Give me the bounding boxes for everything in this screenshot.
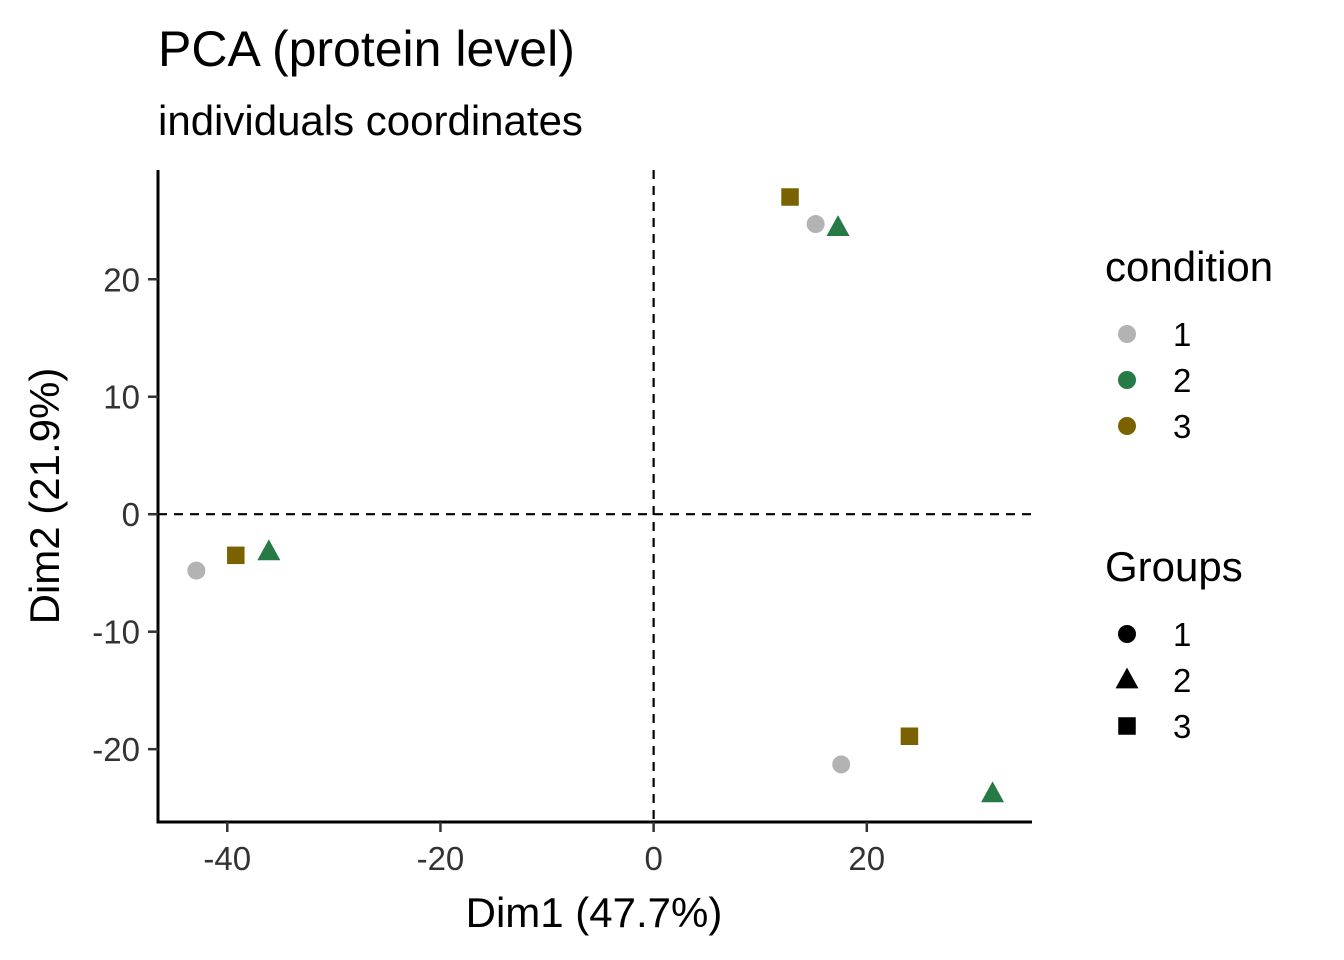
x-tick-label: 0 bbox=[644, 840, 662, 877]
legend-key bbox=[1118, 625, 1136, 643]
legend-label: 2 bbox=[1173, 662, 1191, 699]
legend-condition: condition 1 2 3 bbox=[1105, 243, 1273, 445]
y-tick-label: 0 bbox=[122, 496, 140, 533]
chart-subtitle: individuals coordinates bbox=[158, 97, 583, 144]
y-tick-label: 20 bbox=[103, 261, 140, 298]
data-point bbox=[900, 727, 919, 745]
y-tick-label: -20 bbox=[92, 731, 140, 768]
legend-key bbox=[1118, 325, 1136, 343]
legend-label: 1 bbox=[1173, 616, 1191, 653]
y-axis-title: Dim2 (21.9%) bbox=[21, 368, 68, 625]
data-point bbox=[781, 188, 799, 206]
data-point bbox=[187, 561, 206, 580]
x-tick-label: -40 bbox=[203, 840, 251, 877]
legend-key bbox=[1115, 667, 1139, 689]
legend-title: condition bbox=[1105, 243, 1273, 290]
legend-label: 2 bbox=[1173, 362, 1191, 399]
legend-label: 3 bbox=[1173, 708, 1191, 745]
legends: condition 1 2 3 Groups 1 2 3 bbox=[1105, 243, 1273, 745]
y-tick-label: -10 bbox=[92, 614, 140, 651]
legend-key bbox=[1118, 717, 1136, 735]
x-tick-label: -20 bbox=[417, 840, 465, 877]
legend-label: 1 bbox=[1173, 316, 1191, 353]
data-point bbox=[806, 215, 825, 234]
data-point bbox=[981, 781, 1005, 803]
legend-key bbox=[1118, 417, 1136, 435]
chart-title: PCA (protein level) bbox=[158, 21, 575, 77]
data-point bbox=[826, 215, 850, 236]
legend-title: Groups bbox=[1105, 543, 1243, 590]
legend-key bbox=[1118, 371, 1136, 389]
data-point bbox=[832, 755, 851, 774]
plot-area: -40 -20 0 20 -20 -10 0 10 20 bbox=[92, 170, 1032, 877]
x-tick-label: 20 bbox=[848, 840, 885, 877]
data-point bbox=[227, 546, 245, 565]
y-tick-label: 10 bbox=[103, 379, 140, 416]
legend-groups: Groups 1 2 3 bbox=[1105, 543, 1243, 745]
data-point bbox=[257, 539, 281, 561]
legend-label: 3 bbox=[1173, 408, 1191, 445]
x-axis-title: Dim1 (47.7%) bbox=[466, 889, 723, 936]
